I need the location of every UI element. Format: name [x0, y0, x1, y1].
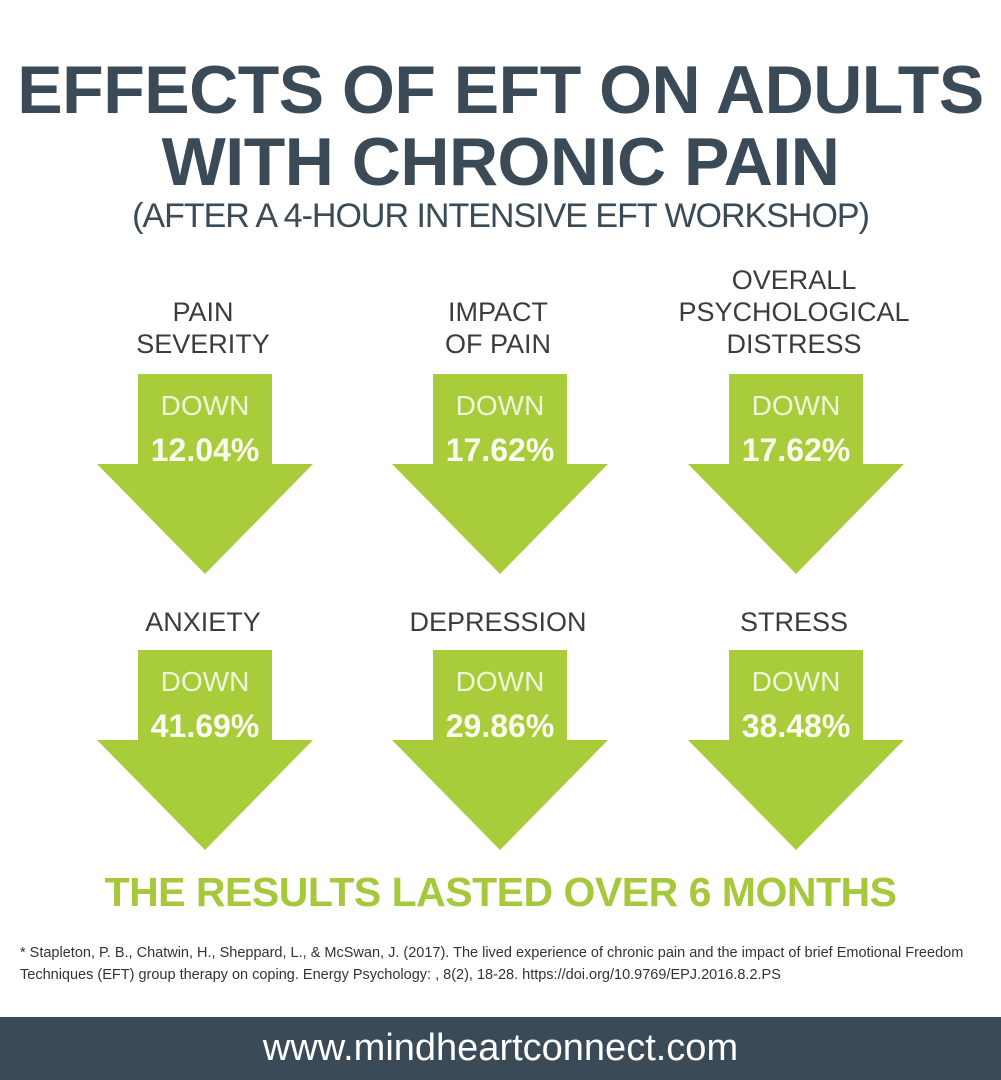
website-link[interactable]: www.mindheartconnect.com	[262, 1027, 739, 1069]
stat-label: IMPACT OF PAIN	[378, 296, 618, 360]
page-title: EFFECTS OF EFT ON ADULTS WITH CHRONIC PA…	[0, 54, 1001, 198]
stat-label: PAIN SEVERITY	[83, 296, 323, 360]
stat-label-line: PSYCHOLOGICAL	[678, 297, 910, 327]
stat-label-line: DISTRESS	[726, 329, 862, 359]
percent-value: 38.48%	[741, 708, 851, 744]
down-arrow-icon: DOWN 17.62%	[688, 374, 904, 574]
title-line-1: EFFECTS OF EFT ON ADULTS	[17, 52, 984, 128]
percent-value: 29.86%	[445, 708, 555, 744]
results-statement: THE RESULTS LASTED OVER 6 MONTHS	[104, 869, 897, 915]
stat-label: OVERALL PSYCHOLOGICAL DISTRESS	[674, 264, 914, 360]
direction-label: DOWN	[160, 390, 250, 421]
percent-value: 17.62%	[741, 432, 851, 468]
percent-value: 17.62%	[445, 432, 555, 468]
stat-label-line: STRESS	[739, 607, 849, 637]
stat-label-line: OF PAIN	[444, 329, 551, 359]
direction-label: DOWN	[751, 666, 841, 697]
footer-bar: www.mindheartconnect.com	[0, 1017, 1001, 1080]
citation-text: * Stapleton, P. B., Chatwin, H., Sheppar…	[20, 945, 964, 983]
stat-label-line: PAIN	[172, 297, 234, 327]
down-arrow-icon: DOWN 17.62%	[392, 374, 608, 574]
stat-label-line: IMPACT	[448, 297, 548, 327]
stat-label-line: ANXIETY	[145, 607, 261, 637]
title-line-2: WITH CHRONIC PAIN	[161, 124, 840, 200]
percent-value: 41.69%	[150, 708, 260, 744]
direction-label: DOWN	[455, 666, 545, 697]
down-arrow-icon: DOWN 38.48%	[688, 650, 904, 850]
direction-label: DOWN	[160, 666, 250, 697]
percent-value: 12.04%	[150, 432, 260, 468]
stat-label: DEPRESSION	[378, 606, 618, 638]
stat-label-line: SEVERITY	[136, 329, 270, 359]
stat-label-line: DEPRESSION	[409, 607, 587, 637]
down-arrow-icon: DOWN 41.69%	[97, 650, 313, 850]
down-arrow-icon: DOWN 29.86%	[392, 650, 608, 850]
stat-label: ANXIETY	[83, 606, 323, 638]
down-arrow-icon: DOWN 12.04%	[97, 374, 313, 574]
stat-label: STRESS	[674, 606, 914, 638]
stat-label-line: OVERALL	[731, 265, 857, 295]
page-subtitle: (AFTER A 4-HOUR INTENSIVE EFT WORKSHOP)	[132, 197, 870, 235]
direction-label: DOWN	[455, 390, 545, 421]
direction-label: DOWN	[751, 390, 841, 421]
